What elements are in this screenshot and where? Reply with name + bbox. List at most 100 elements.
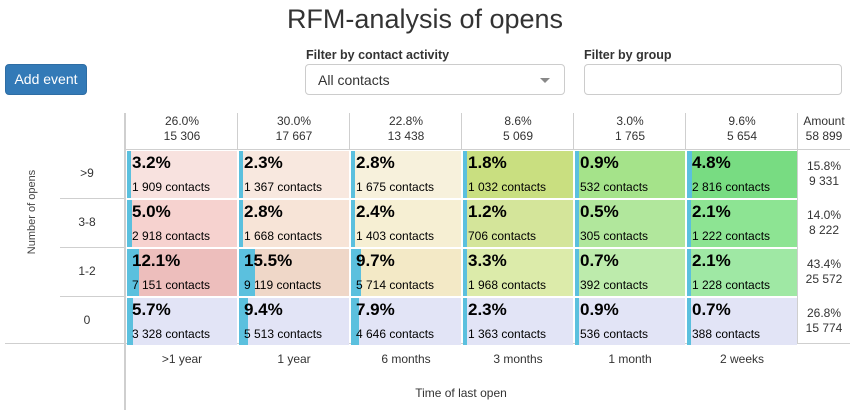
cell-percentage: 3.3% [468, 251, 507, 270]
column-share: 8.6% [504, 114, 532, 128]
cell-contact-count: 392 contacts [580, 278, 649, 292]
page-title: RFM-analysis of opens [286, 4, 564, 34]
rfm-cell[interactable]: 5.7% 3 328 contacts [127, 298, 237, 345]
rfm-cell[interactable]: 9.4% 5 513 contacts [239, 298, 349, 345]
row-total: 26.8% 15 774 [798, 306, 850, 336]
column-header: 8.6% 5 069 [462, 114, 574, 144]
cell-contact-count: 706 contacts [468, 229, 537, 243]
share-bar [127, 200, 132, 247]
cell-contact-count: 4 646 contacts [356, 327, 435, 341]
row-label-divider [60, 296, 124, 297]
rfm-cell[interactable]: 2.1% 1 222 contacts [687, 200, 797, 247]
share-bar [351, 151, 355, 198]
rfm-cell[interactable]: 0.7% 388 contacts [687, 298, 797, 345]
share-bar [575, 298, 579, 345]
cell-percentage: 2.8% [244, 202, 283, 221]
cell-contact-count: 1 668 contacts [244, 229, 323, 243]
rfm-cell[interactable]: 15.5% 9 119 contacts [239, 249, 349, 296]
row-total-count: 9 331 [808, 174, 840, 188]
share-bar [351, 200, 355, 247]
share-bar [239, 298, 248, 345]
cell-contact-count: 1 968 contacts [468, 278, 547, 292]
row-total-share: 14.0% [806, 208, 842, 222]
row-label: 0 [83, 313, 91, 327]
cell-percentage: 2.4% [356, 202, 395, 221]
rfm-cell[interactable]: 9.7% 5 714 contacts [351, 249, 461, 296]
row-label: 1-2 [78, 264, 96, 278]
rfm-cell[interactable]: 4.8% 2 816 contacts [687, 151, 797, 198]
cell-contact-count: 1 222 contacts [692, 229, 771, 243]
share-bar [687, 249, 691, 296]
rfm-cell[interactable]: 1.2% 706 contacts [463, 200, 573, 247]
group-filter-input[interactable] [584, 64, 842, 95]
x-axis-tick: 2 weeks [719, 352, 765, 366]
rfm-cell[interactable]: 0.9% 532 contacts [575, 151, 685, 198]
column-count: 13 438 [387, 129, 425, 143]
rfm-cell[interactable]: 0.5% 305 contacts [575, 200, 685, 247]
column-share: 26.0% [164, 114, 200, 128]
activity-filter-label: Filter by contact activity [306, 48, 450, 62]
rfm-cell[interactable]: 2.1% 1 228 contacts [687, 249, 797, 296]
row-total-share: 26.8% [806, 306, 842, 320]
cell-percentage: 3.2% [132, 153, 171, 172]
share-bar [239, 249, 255, 296]
rfm-cell[interactable]: 0.9% 536 contacts [575, 298, 685, 345]
rfm-cell[interactable]: 12.1% 7 151 contacts [127, 249, 237, 296]
cell-percentage: 0.7% [692, 300, 731, 319]
add-event-button[interactable]: Add event [5, 64, 87, 95]
share-bar [239, 151, 243, 198]
x-axis-tick: >1 year [161, 352, 203, 366]
row-total-share: 43.4% [806, 257, 842, 271]
amount-header-label: Amount [803, 114, 845, 128]
rfm-cell[interactable]: 2.8% 1 675 contacts [351, 151, 461, 198]
rfm-cell[interactable]: 0.7% 392 contacts [575, 249, 685, 296]
activity-filter-select[interactable]: All contacts [305, 64, 565, 95]
cell-percentage: 5.0% [132, 202, 171, 221]
row-total-share: 15.8% [806, 159, 842, 173]
row-total-count: 15 774 [805, 321, 843, 335]
cell-percentage: 2.8% [356, 153, 395, 172]
share-bar [575, 249, 579, 296]
cell-contact-count: 1 228 contacts [692, 278, 771, 292]
column-header: 30.0% 17 667 [238, 114, 350, 144]
row-total: 14.0% 8 222 [798, 208, 850, 238]
share-bar [239, 200, 243, 247]
rfm-cell[interactable]: 3.2% 1 909 contacts [127, 151, 237, 198]
cell-contact-count: 5 513 contacts [244, 327, 323, 341]
cell-contact-count: 1 032 contacts [468, 180, 547, 194]
vertical-axis-line [124, 113, 126, 410]
column-share: 3.0% [616, 114, 644, 128]
cell-contact-count: 2 918 contacts [132, 229, 211, 243]
rfm-cell[interactable]: 2.3% 1 363 contacts [463, 298, 573, 345]
rfm-cell[interactable]: 2.4% 1 403 contacts [351, 200, 461, 247]
rfm-cell[interactable]: 7.9% 4 646 contacts [351, 298, 461, 345]
share-bar [575, 200, 579, 247]
cell-percentage: 9.7% [356, 251, 395, 270]
cell-percentage: 0.7% [580, 251, 619, 270]
rfm-cell[interactable]: 2.3% 1 367 contacts [239, 151, 349, 198]
share-bar [127, 151, 131, 198]
cell-contact-count: 1 367 contacts [244, 180, 323, 194]
amount-header: Amount 58 899 [798, 114, 850, 144]
x-axis-tick: 6 months [381, 352, 431, 366]
cell-contact-count: 1 403 contacts [356, 229, 435, 243]
column-header-divider [461, 113, 462, 150]
column-count: 5 654 [726, 129, 758, 143]
cell-percentage: 1.8% [468, 153, 507, 172]
header-bottom-line [126, 149, 850, 150]
rfm-cell[interactable]: 3.3% 1 968 contacts [463, 249, 573, 296]
column-header: 22.8% 13 438 [350, 114, 462, 144]
x-axis-tick: 1 month [608, 352, 652, 366]
share-bar [687, 200, 691, 247]
cell-contact-count: 532 contacts [580, 180, 649, 194]
rfm-cell[interactable]: 5.0% 2 918 contacts [127, 200, 237, 247]
cell-percentage: 5.7% [132, 300, 171, 319]
y-axis-label: Number of opens [26, 169, 38, 255]
column-header-divider [349, 113, 350, 150]
rfm-cell[interactable]: 2.8% 1 668 contacts [239, 200, 349, 247]
cell-percentage: 0.9% [580, 300, 619, 319]
share-bar [687, 151, 692, 198]
rfm-cell[interactable]: 1.8% 1 032 contacts [463, 151, 573, 198]
column-count: 1 765 [614, 129, 646, 143]
column-count: 5 069 [502, 129, 534, 143]
